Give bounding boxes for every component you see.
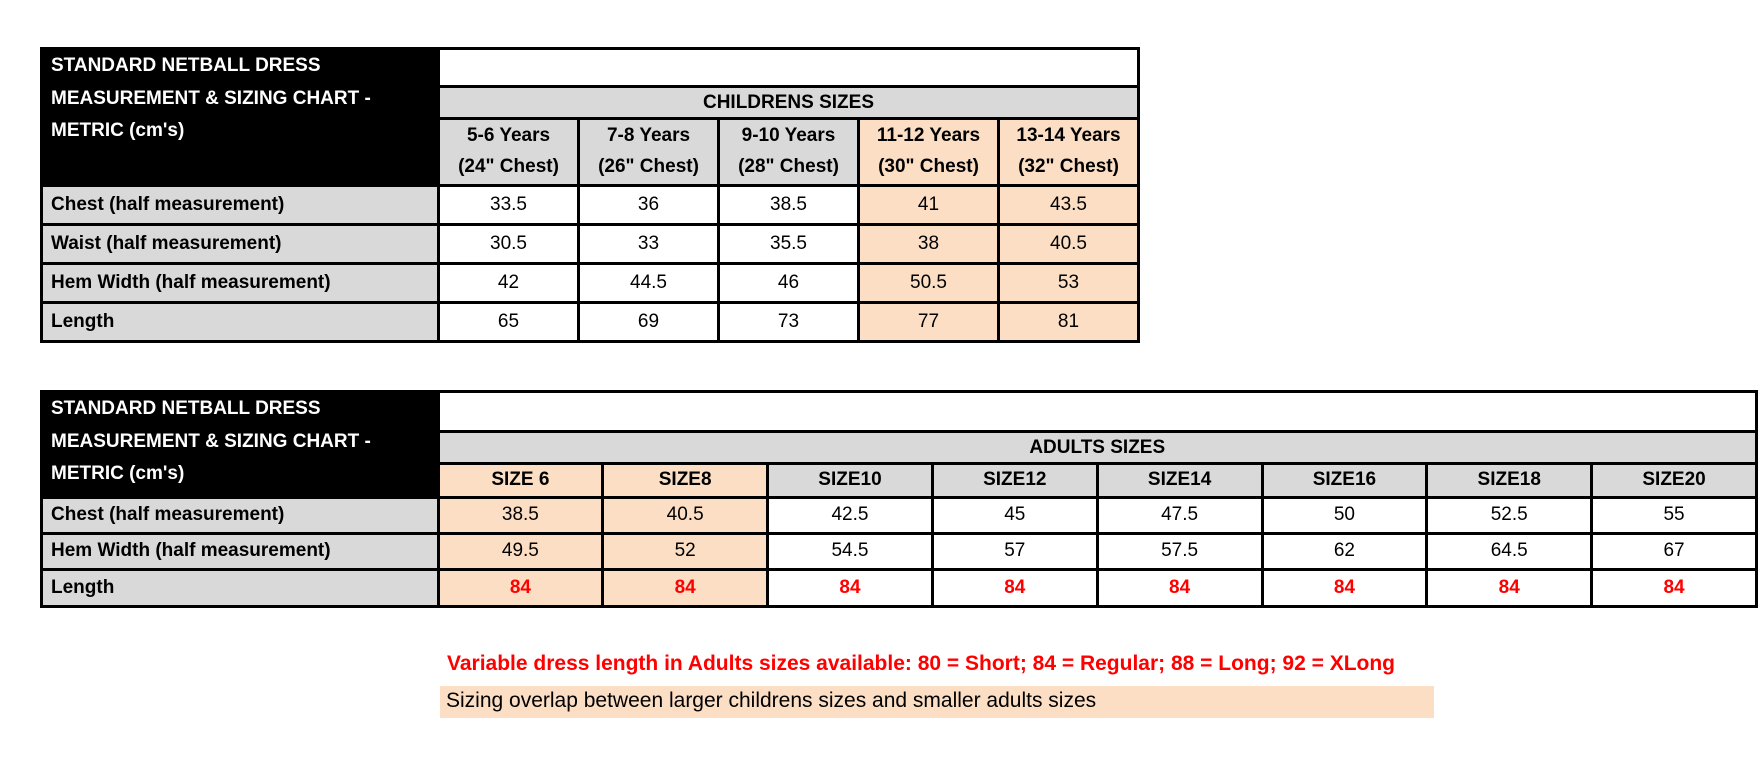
row-label-waist: Waist (half measurement) <box>40 223 440 265</box>
value-cell: 46 <box>717 262 860 304</box>
table-row: Hem Width (half measurement) 42 44.5 46 … <box>40 262 1140 304</box>
row-label-hem-width: Hem Width (half measurement) <box>40 262 440 304</box>
value-cell: 84 <box>601 567 770 608</box>
value-cell: 84 <box>1590 567 1758 608</box>
value-cell: 45 <box>930 495 1099 535</box>
value-cell: 38.5 <box>436 495 605 535</box>
column-header-13-14-years: 13-14 Years (32" Chest) <box>997 117 1140 187</box>
value-cell: 41 <box>857 184 1000 226</box>
value-cell: 57 <box>930 531 1099 571</box>
childrens-sizes-table: STANDARD NETBALL DRESS MEASUREMENT & SIZ… <box>40 47 1140 343</box>
table-row: SIZE 6 SIZE8 SIZE10 SIZE12 SIZE14 SIZE16… <box>42 462 1758 499</box>
table-row: Hem Width (half measurement) 49.5 52 54.… <box>40 531 1758 571</box>
column-header-line2: (32" Chest) <box>1018 156 1119 177</box>
value-cell: 55 <box>1590 495 1758 535</box>
variable-length-note: Variable dress length in Adults sizes av… <box>447 652 1396 675</box>
column-header-line2: (24" Chest) <box>458 156 559 177</box>
childrens-sizes-group-header: CHILDRENS SIZES <box>437 85 1140 120</box>
value-cell: 38.5 <box>717 184 860 226</box>
column-header-line1: 9-10 Years <box>741 125 836 147</box>
value-cell: 52.5 <box>1425 495 1594 535</box>
table-row: STANDARD NETBALL DRESS MEASUREMENT & SIZ… <box>40 390 1758 499</box>
column-header-size18: SIZE18 <box>1425 462 1594 499</box>
value-cell: 50 <box>1260 495 1429 535</box>
row-label-length: Length <box>40 567 440 608</box>
column-header-size12: SIZE12 <box>930 462 1099 499</box>
value-cell: 33 <box>577 223 720 265</box>
value-cell: 44.5 <box>577 262 720 304</box>
value-cell: 84 <box>436 567 605 608</box>
table-row: STANDARD NETBALL DRESS MEASUREMENT & SIZ… <box>40 47 1140 187</box>
value-cell: 64.5 <box>1425 531 1594 571</box>
table-row: Length 84 84 84 84 84 84 84 84 <box>40 567 1758 608</box>
value-cell: 53 <box>997 262 1140 304</box>
value-cell: 49.5 <box>436 531 605 571</box>
row-label-length: Length <box>40 301 440 343</box>
column-header-line2: (30" Chest) <box>878 156 979 177</box>
spacer-cell <box>437 47 1140 88</box>
value-cell: 65 <box>437 301 580 343</box>
row-label-hem-width: Hem Width (half measurement) <box>40 531 440 571</box>
value-cell: 42 <box>437 262 580 304</box>
value-cell: 40.5 <box>997 223 1140 265</box>
value-cell: 33.5 <box>437 184 580 226</box>
value-cell: 50.5 <box>857 262 1000 304</box>
value-cell: 73 <box>717 301 860 343</box>
column-header-size10: SIZE10 <box>766 462 934 499</box>
value-cell: 84 <box>1425 567 1594 608</box>
column-header-size14: SIZE14 <box>1095 462 1264 499</box>
column-header-line2: (28" Chest) <box>738 156 839 177</box>
column-header-size6: SIZE 6 <box>436 462 605 499</box>
column-header-line1: 13-14 Years <box>1016 125 1121 147</box>
value-cell: 43.5 <box>997 184 1140 226</box>
column-header-size20: SIZE20 <box>1590 462 1758 499</box>
sizing-overlap-note: Sizing overlap between larger childrens … <box>440 686 1434 718</box>
value-cell: 84 <box>1260 567 1429 608</box>
column-header-9-10-years: 9-10 Years (28" Chest) <box>717 117 860 187</box>
table-row: Waist (half measurement) 30.5 33 35.5 38… <box>40 223 1140 265</box>
value-cell: 54.5 <box>766 531 934 571</box>
column-header-11-12-years: 11-12 Years (30" Chest) <box>857 117 1000 187</box>
column-header-size16: SIZE16 <box>1260 462 1429 499</box>
value-cell: 57.5 <box>1095 531 1264 571</box>
value-cell: 38 <box>857 223 1000 265</box>
table-row: 5-6 Years (24" Chest) 7-8 Years (26" Che… <box>42 117 1140 187</box>
value-cell: 36 <box>577 184 720 226</box>
row-label-chest: Chest (half measurement) <box>40 495 440 535</box>
column-header-line1: 5-6 Years <box>466 125 551 147</box>
column-header-line1: 11-12 Years <box>876 125 981 147</box>
adults-sizes-table: STANDARD NETBALL DRESS MEASUREMENT & SIZ… <box>40 390 1758 608</box>
adults-sizes-group-header: ADULTS SIZES <box>436 430 1758 465</box>
column-header-size8: SIZE8 <box>601 462 770 499</box>
table-row: ADULTS SIZES <box>42 430 1758 465</box>
value-cell: 47.5 <box>1095 495 1264 535</box>
table-row: Chest (half measurement) 38.5 40.5 42.5 … <box>40 495 1758 535</box>
value-cell: 84 <box>930 567 1099 608</box>
value-cell: 77 <box>857 301 1000 343</box>
value-cell: 84 <box>766 567 934 608</box>
table-row: CHILDRENS SIZES <box>42 85 1140 120</box>
adults-table-title: STANDARD NETBALL DRESS MEASUREMENT & SIZ… <box>40 390 440 499</box>
table-row: Chest (half measurement) 33.5 36 38.5 41… <box>40 184 1140 226</box>
column-header-line2: (26" Chest) <box>598 156 699 177</box>
value-cell: 81 <box>997 301 1140 343</box>
row-label-chest: Chest (half measurement) <box>40 184 440 226</box>
value-cell: 30.5 <box>437 223 580 265</box>
value-cell: 62 <box>1260 531 1429 571</box>
table-row: Length 65 69 73 77 81 <box>40 301 1140 343</box>
value-cell: 35.5 <box>717 223 860 265</box>
column-header-line1: 7-8 Years <box>606 125 691 147</box>
value-cell: 84 <box>1095 567 1264 608</box>
value-cell: 42.5 <box>766 495 934 535</box>
column-header-5-6-years: 5-6 Years (24" Chest) <box>437 117 580 187</box>
value-cell: 40.5 <box>601 495 770 535</box>
spacer-cell <box>436 390 1758 433</box>
value-cell: 67 <box>1590 531 1758 571</box>
column-header-7-8-years: 7-8 Years (26" Chest) <box>577 117 720 187</box>
value-cell: 52 <box>601 531 770 571</box>
value-cell: 69 <box>577 301 720 343</box>
children-table-title: STANDARD NETBALL DRESS MEASUREMENT & SIZ… <box>40 47 440 187</box>
